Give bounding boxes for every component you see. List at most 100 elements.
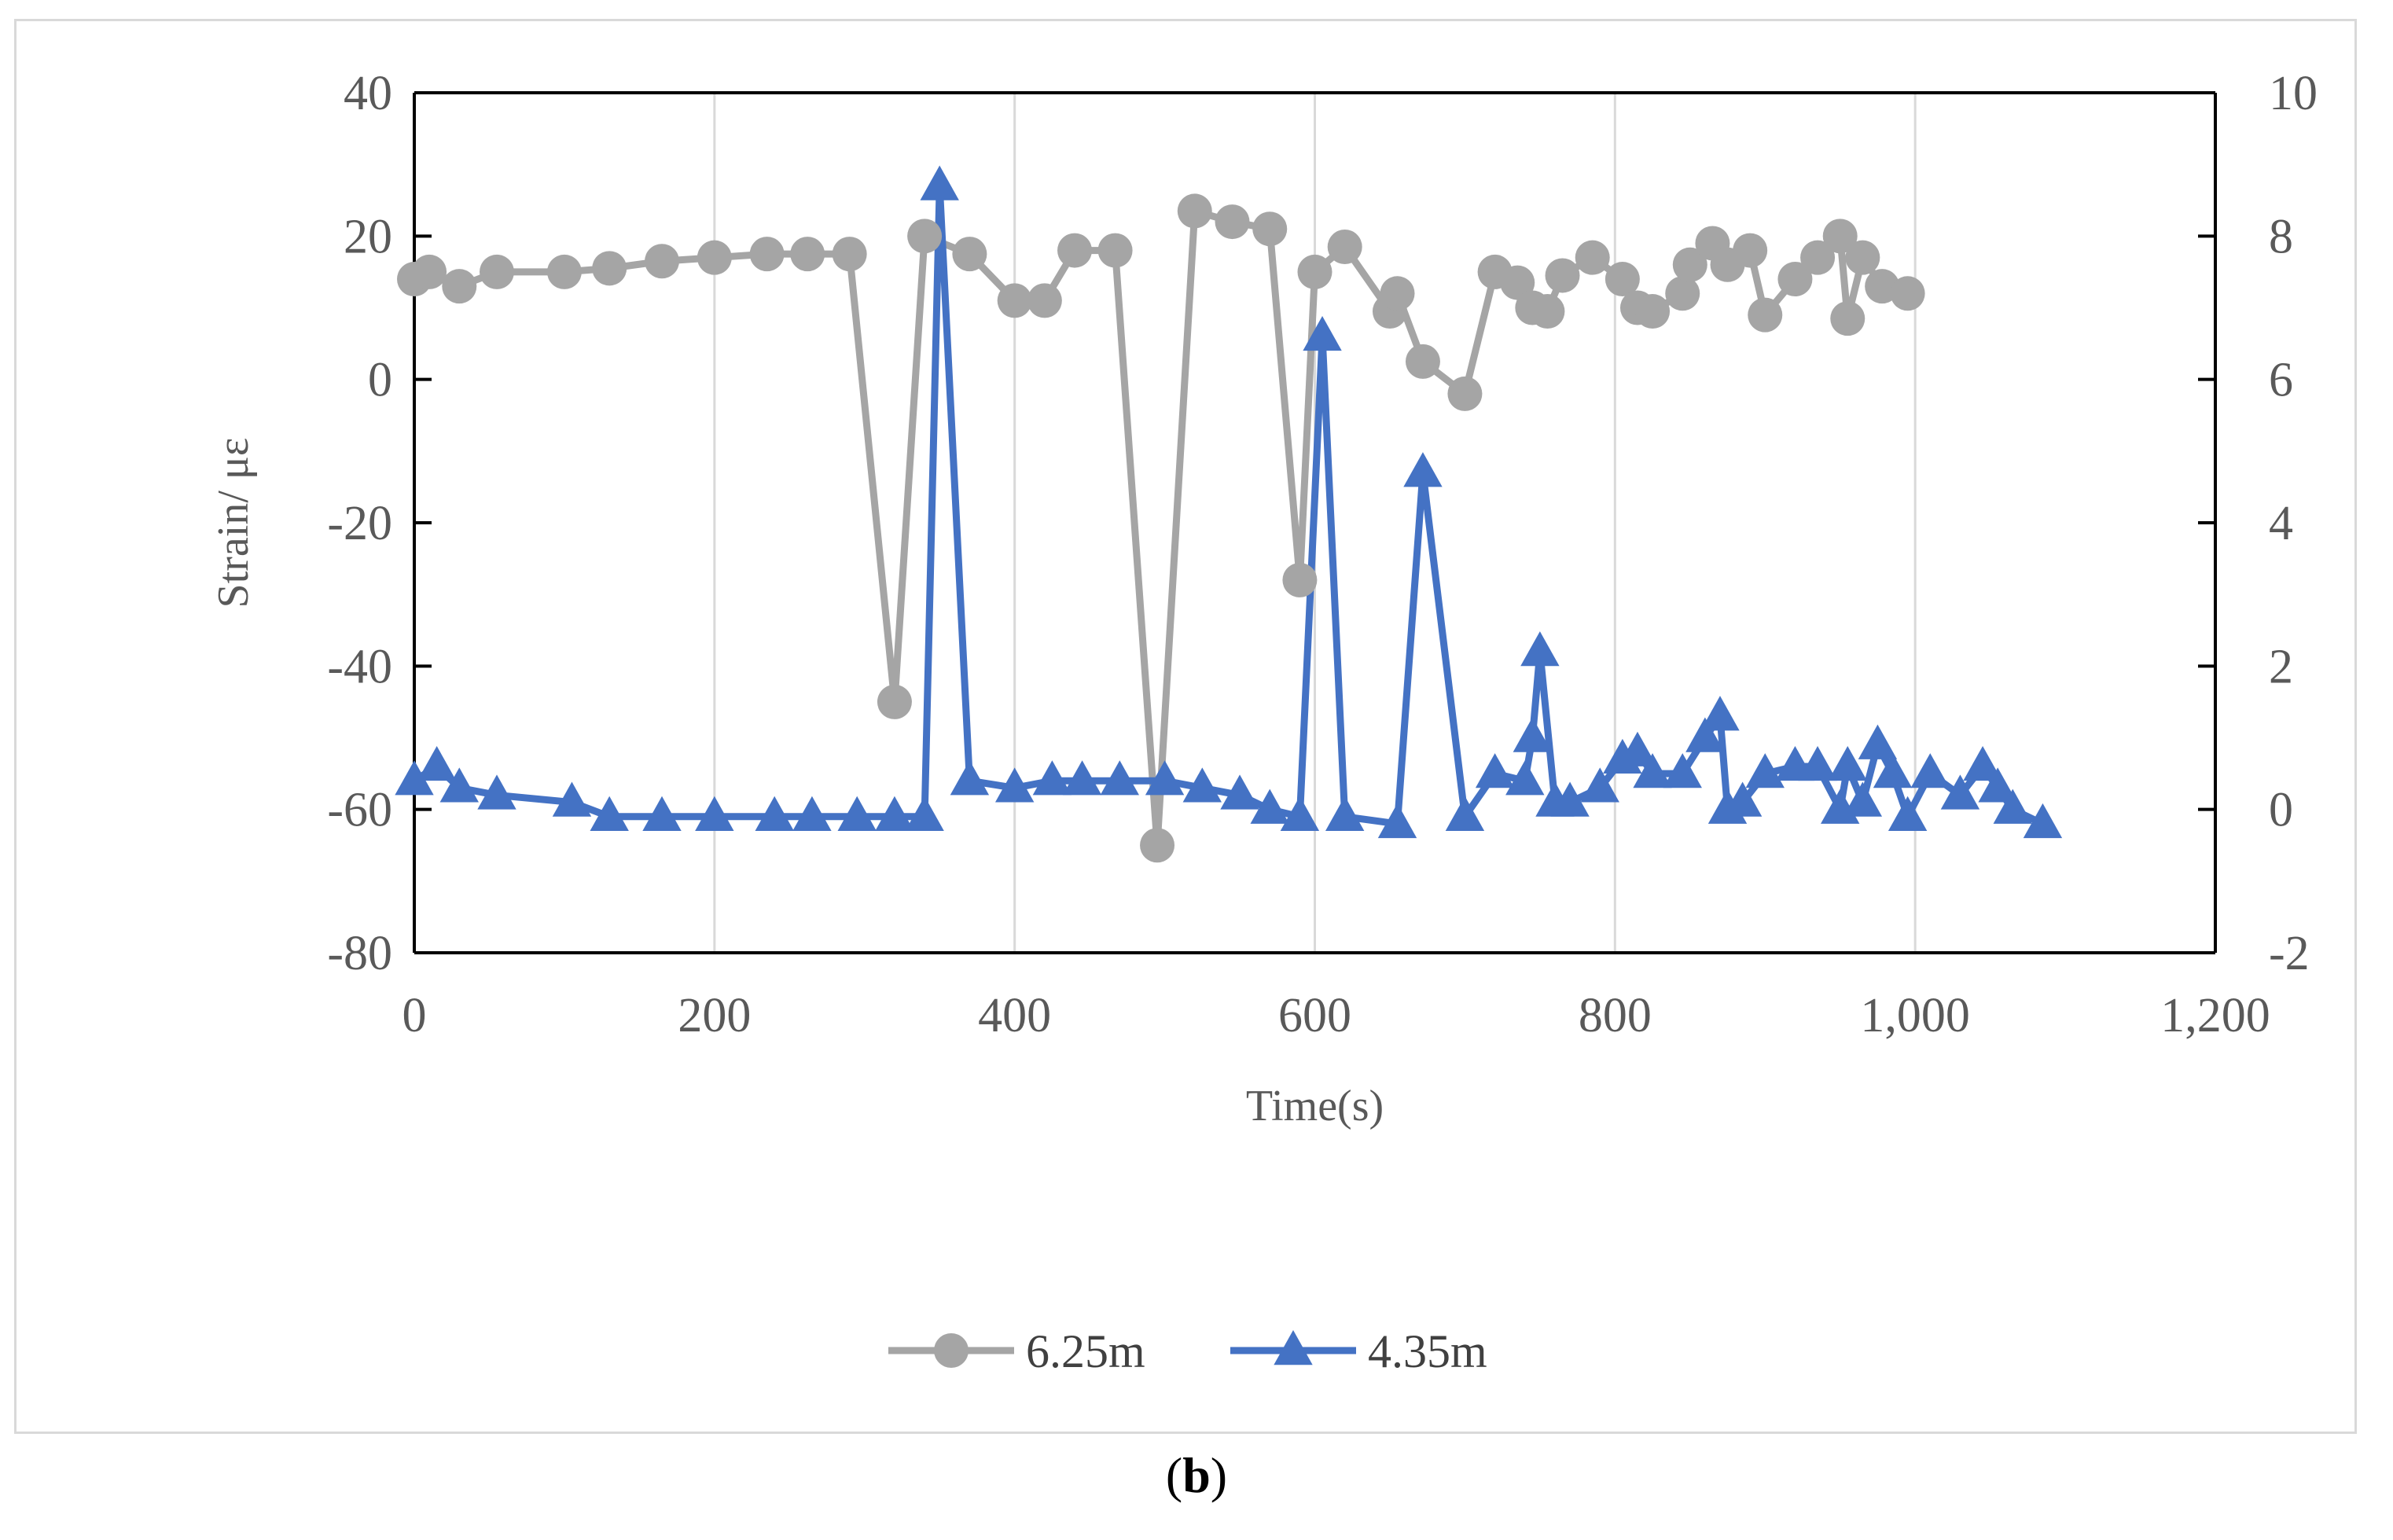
- point-4.35m: [2023, 803, 2063, 839]
- point-6.25m: [645, 244, 680, 279]
- point-4.35m: [1280, 796, 1320, 831]
- legend-marker-4.35m: [1274, 1330, 1313, 1365]
- point-6.25m: [997, 283, 1032, 318]
- point-6.25m: [1297, 254, 1333, 289]
- point-4.35m: [1220, 774, 1259, 810]
- point-4.35m: [1303, 315, 1342, 351]
- point-6.25m: [832, 237, 867, 272]
- point-6.25m: [1327, 230, 1362, 265]
- left-y-tick-label: 0: [368, 354, 392, 407]
- point-4.35m: [1858, 724, 1898, 759]
- point-4.35m: [552, 781, 592, 817]
- point-4.35m: [1910, 753, 1950, 788]
- point-6.25m: [1777, 262, 1813, 297]
- right-y-tick-label: 2: [2269, 640, 2293, 693]
- point-6.25m: [1215, 204, 1250, 240]
- point-4.35m: [1633, 753, 1672, 788]
- point-4.35m: [1745, 753, 1785, 788]
- point-4.35m: [477, 774, 516, 810]
- point-6.25m: [697, 240, 732, 275]
- point-4.35m: [1505, 760, 1545, 796]
- point-4.35m: [1828, 745, 1867, 781]
- point-6.25m: [1822, 219, 1858, 254]
- point-6.25m: [907, 219, 943, 254]
- point-4.35m: [1513, 717, 1553, 752]
- point-6.25m: [1665, 276, 1700, 311]
- point-4.35m: [417, 745, 457, 781]
- y-axis-title: Strain/ με: [209, 438, 258, 608]
- point-4.35m: [695, 796, 734, 831]
- point-4.35m: [1100, 760, 1140, 796]
- x-tick-label: 0: [403, 989, 427, 1042]
- point-6.25m: [546, 254, 582, 289]
- point-4.35m: [1182, 767, 1222, 803]
- point-4.35m: [1663, 753, 1702, 788]
- point-6.25m: [1733, 233, 1768, 268]
- point-4.35m: [1145, 760, 1185, 796]
- point-4.35m: [1978, 767, 2017, 803]
- point-4.35m: [1722, 781, 1763, 817]
- point-4.35m: [1475, 753, 1515, 788]
- point-6.25m: [1097, 233, 1133, 268]
- point-4.35m: [837, 796, 877, 831]
- point-4.35m: [642, 796, 682, 831]
- point-4.35m: [1032, 760, 1072, 796]
- point-6.25m: [1447, 376, 1483, 411]
- point-4.35m: [1888, 796, 1928, 831]
- point-4.35m: [1843, 781, 1883, 817]
- point-6.25m: [952, 237, 987, 272]
- point-4.35m: [920, 165, 959, 200]
- x-tick-label: 600: [1278, 989, 1351, 1042]
- point-6.25m: [1800, 240, 1836, 275]
- left-y-tick-label: 20: [344, 210, 392, 263]
- point-4.35m: [1700, 696, 1740, 731]
- legend-label-6.25m: 6.25m: [1026, 1325, 1145, 1377]
- point-4.35m: [1377, 803, 1417, 839]
- point-4.35m: [1520, 631, 1560, 667]
- point-6.25m: [1405, 344, 1440, 379]
- point-6.25m: [412, 254, 447, 289]
- point-6.25m: [1140, 828, 1175, 863]
- figure-caption: (b): [0, 1446, 2393, 1505]
- point-4.35m: [1993, 788, 2032, 824]
- right-y-tick-label: -2: [2269, 927, 2310, 980]
- point-6.25m: [1282, 562, 1318, 597]
- point-4.35m: [395, 760, 434, 796]
- point-4.35m: [1940, 774, 1980, 810]
- point-6.25m: [1177, 193, 1212, 229]
- point-4.35m: [1873, 753, 1913, 788]
- legend: 6.25m 4.35m: [888, 1325, 1487, 1377]
- point-6.25m: [1545, 258, 1580, 293]
- point-6.25m: [1830, 301, 1866, 336]
- point-4.35m: [994, 767, 1035, 803]
- left-y-tick-label: 40: [344, 67, 392, 120]
- point-6.25m: [442, 269, 477, 304]
- point-4.35m: [1325, 796, 1365, 831]
- point-6.25m: [1500, 265, 1535, 300]
- point-6.25m: [877, 684, 912, 719]
- x-tick-label: 800: [1579, 989, 1652, 1042]
- point-6.25m: [1027, 283, 1062, 318]
- right-y-tick-label: 0: [2269, 784, 2293, 837]
- point-4.35m: [1403, 452, 1443, 487]
- point-6.25m: [1380, 276, 1415, 311]
- point-4.35m: [875, 796, 914, 831]
- point-6.25m: [790, 237, 825, 272]
- legend-marker-6.25m: [934, 1333, 969, 1368]
- point-6.25m: [1252, 211, 1288, 247]
- right-y-tick-label: 4: [2269, 497, 2293, 550]
- point-6.25m: [1890, 276, 1925, 311]
- point-4.35m: [1445, 796, 1485, 831]
- point-6.25m: [1635, 294, 1671, 329]
- point-4.35m: [1963, 745, 2002, 781]
- point-4.35m: [1550, 781, 1590, 817]
- left-y-tick-label: -80: [327, 927, 392, 980]
- point-6.25m: [1530, 294, 1565, 329]
- point-4.35m: [792, 796, 832, 831]
- point-4.35m: [1580, 767, 1619, 803]
- right-y-tick-label: 6: [2269, 354, 2293, 407]
- point-4.35m: [950, 760, 990, 796]
- caption-open: (: [1165, 1447, 1183, 1503]
- left-y-tick-label: -60: [327, 784, 392, 837]
